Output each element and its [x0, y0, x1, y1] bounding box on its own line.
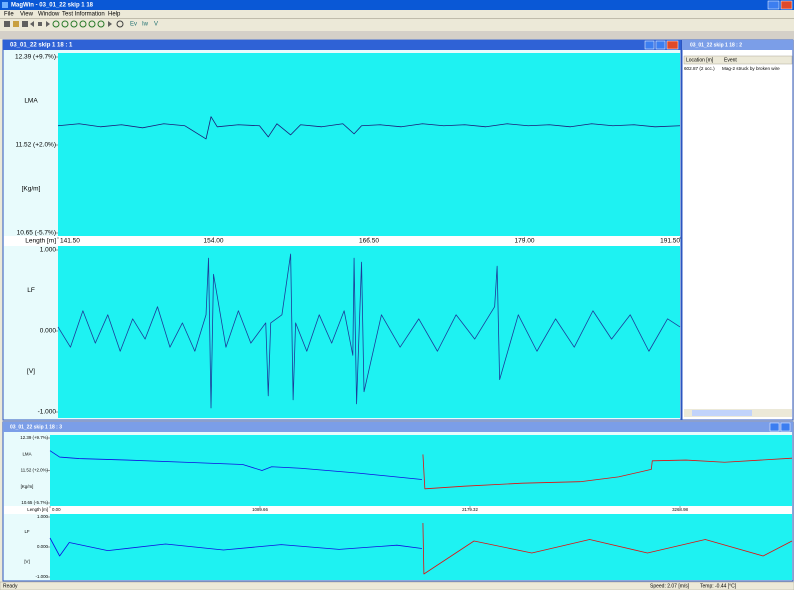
y-tick-label: 12.39 (+9.7%) [20, 435, 48, 440]
menu-item[interactable]: View [20, 12, 34, 18]
y-axis-unit: [Kg/m] [21, 484, 34, 489]
y-tick-label: 11.52 (+2.0%) [15, 142, 56, 149]
page: MagWin - 03_01_22 skip 1 18 File View Wi… [0, 0, 794, 590]
screen: MagWin - 03_01_22 skip 1 18 File View Wi… [0, 0, 794, 590]
plot-area [50, 435, 792, 506]
window-title: 03_01_22 skip 1 18 : 2 [690, 42, 742, 48]
status-text: Ready [3, 583, 18, 589]
x-axis-label: Length [m] [27, 507, 48, 512]
y-tick-label: 0.000 [37, 544, 49, 549]
menu-item[interactable]: Help [108, 12, 121, 18]
x-tick-label: 1089.66 [252, 507, 268, 512]
app-title-bar [0, 0, 794, 10]
y-tick-label: 11.52 (+2.0%) [21, 468, 49, 473]
x-tick-label: 191.50 [660, 238, 680, 245]
y-axis-label: LF [24, 529, 29, 534]
y-tick-label: 0.000 [40, 328, 57, 335]
plot-area [58, 246, 680, 418]
plot-area [58, 53, 680, 236]
status-text: Temp: -0.44 [°C] [700, 583, 737, 589]
window-frame [682, 40, 793, 420]
y-axis-unit: [V] [24, 559, 29, 564]
window-title: 03_01_22 skip 1 18 : 1 [10, 43, 73, 49]
y-axis-label: LMA [24, 98, 38, 105]
toolbar-button[interactable]: Ev [130, 22, 137, 28]
y-tick-label: 1.000 [40, 247, 57, 254]
window-title-bar [3, 422, 793, 432]
y-axis-label: LF [27, 287, 35, 294]
table-cell[interactable]: 602.87 (2 occ.) [684, 66, 715, 71]
axis-strip [4, 236, 680, 246]
y-tick-label: -1.000 [36, 574, 49, 579]
y-axis-unit: [Kg/m] [22, 186, 41, 193]
table-header-cell[interactable]: Location [m] [686, 57, 714, 63]
x-axis-label: Length [m] [25, 238, 56, 245]
x-tick-label: 0.00 [52, 507, 61, 512]
close-button[interactable] [667, 41, 678, 49]
table-cell[interactable]: Mag-2 struck by broken wire [722, 66, 780, 71]
toolbar-button[interactable]: Iw [142, 22, 149, 28]
x-tick-label: 2179.32 [462, 507, 478, 512]
maximize-button[interactable] [781, 423, 790, 431]
y-axis-unit: [V] [27, 368, 35, 375]
y-tick-label: 1.000 [37, 514, 49, 519]
maximize-button[interactable] [656, 41, 665, 49]
window-title-bar [3, 40, 681, 50]
table-header-cell[interactable]: Event [724, 57, 737, 63]
y-axis-label: LMA [22, 451, 31, 456]
scrollbar-thumb[interactable] [692, 410, 752, 416]
y-tick-label: 10.65 (-5.7%) [21, 500, 48, 505]
toolbar-button[interactable]: V [154, 22, 158, 28]
menu-item[interactable]: File [4, 12, 14, 18]
close-button[interactable] [781, 1, 792, 9]
x-tick-label: 3268.98 [672, 507, 688, 512]
maximize-button[interactable] [768, 1, 779, 9]
minimize-button[interactable] [645, 41, 654, 49]
y-tick-label: -1.000 [38, 409, 57, 416]
status-text: Speed: 2.07 [m/s] [650, 583, 690, 589]
minimize-button[interactable] [770, 423, 779, 431]
app-title: MagWin - 03_01_22 skip 1 18 [11, 3, 94, 9]
x-tick-label: 141.50 [60, 238, 80, 245]
app-icon [2, 2, 8, 8]
menu-item[interactable]: Test Information [62, 12, 105, 18]
plot-area [50, 514, 792, 580]
menu-item[interactable]: Window [38, 12, 60, 18]
y-tick-label: 12.39 (+9.7%) [15, 54, 56, 61]
y-tick-label: 10.65 (-5.7%) [17, 230, 56, 237]
window-title: 03_01_22 skip 1 18 : 3 [10, 424, 62, 430]
mdi-area [0, 31, 794, 39]
